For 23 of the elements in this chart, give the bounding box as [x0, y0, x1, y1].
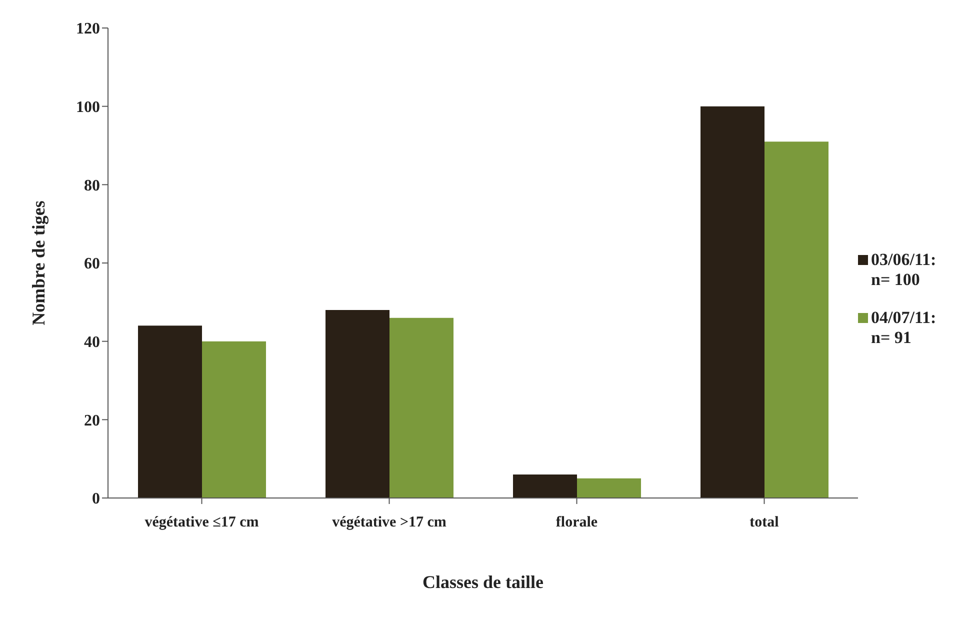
x-tick-label: total: [750, 514, 779, 531]
bar: [764, 142, 828, 498]
bar: [138, 326, 202, 498]
bar: [326, 310, 390, 498]
x-tick-label: végétative ≤17 cm: [144, 514, 260, 531]
y-tick-label: 40: [84, 334, 100, 352]
y-axis-title: Nombre de tiges: [28, 200, 48, 326]
x-tick-label: végétative >17 cm: [332, 514, 447, 531]
bar: [390, 318, 454, 498]
y-tick-label: 80: [84, 177, 100, 194]
x-tick-label: florale: [556, 514, 598, 531]
y-tick-label: 20: [84, 412, 100, 430]
legend-label: 04/07/11: n= 91: [871, 308, 938, 348]
y-tick-label: 60: [84, 256, 100, 273]
y-tick-label: 0: [92, 490, 100, 508]
bar: [202, 341, 266, 498]
x-axis-title: Classes de taille: [422, 572, 544, 592]
bar: [513, 474, 577, 498]
bar: [700, 106, 764, 498]
y-tick-label: 120: [76, 20, 100, 38]
y-tick-label: 100: [76, 99, 100, 116]
bar: [577, 478, 641, 498]
legend-label: 03/06/11: n= 100: [871, 250, 938, 290]
